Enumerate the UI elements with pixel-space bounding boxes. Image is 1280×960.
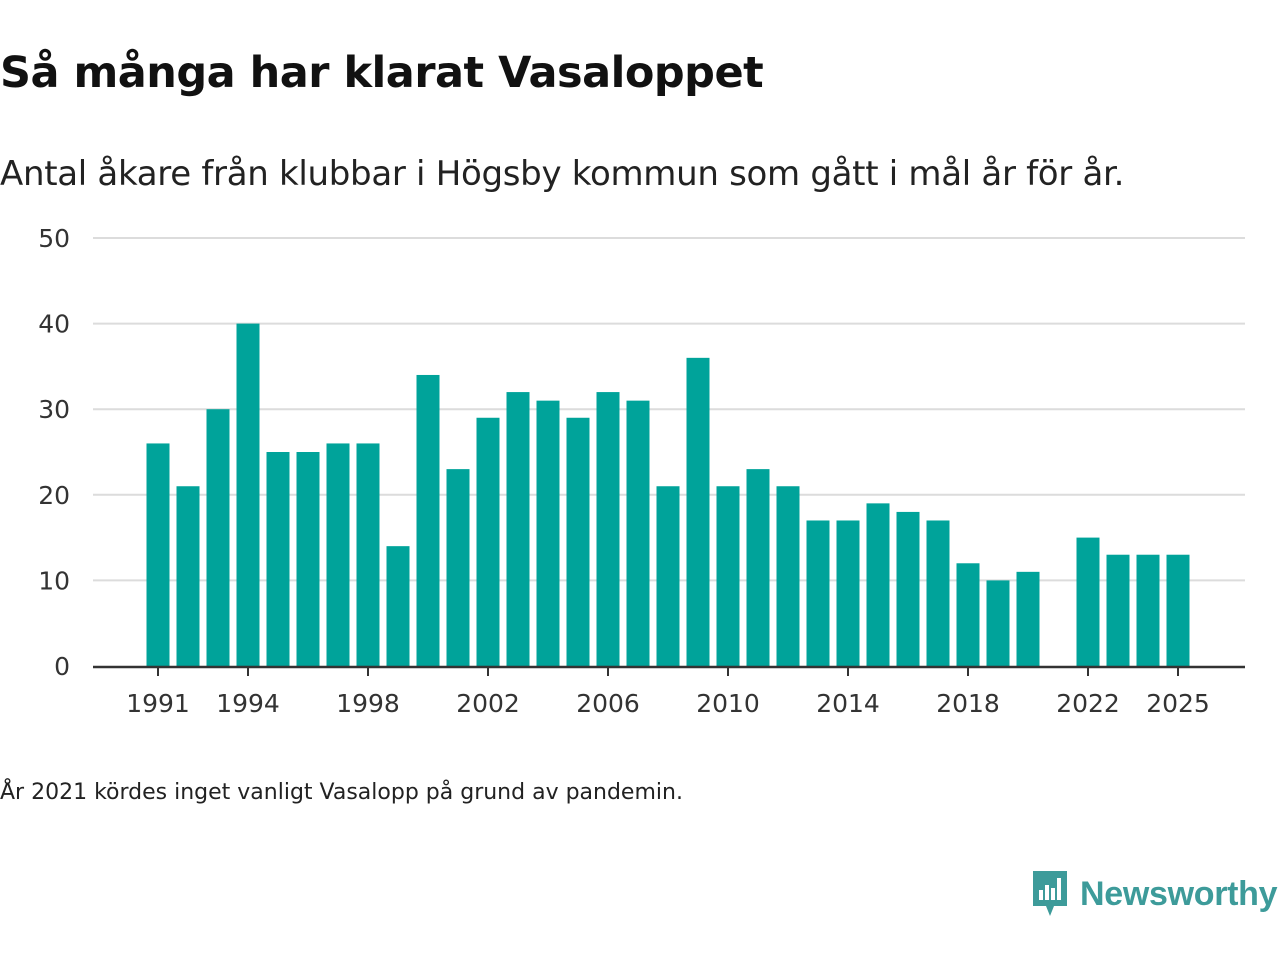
bar-2002 (476, 417, 500, 666)
bar-2009 (686, 357, 710, 666)
chart-subtitle: Antal åkare från klubbar i Högsby kommun… (0, 154, 1125, 194)
bar-2025 (1166, 554, 1190, 666)
bar-1996 (296, 452, 320, 666)
bar-2003 (506, 392, 530, 666)
bar-2013 (806, 520, 830, 666)
y-tick-label: 10 (38, 566, 70, 595)
x-tick-label: 1991 (126, 689, 190, 718)
x-tick-label: 2014 (816, 689, 880, 718)
x-tick-label: 2002 (456, 689, 520, 718)
brand-name: Newsworthy (1080, 874, 1278, 913)
bar-2007 (626, 400, 650, 666)
bar-2006 (596, 392, 620, 666)
y-tick-label: 40 (38, 310, 70, 339)
x-tick-label: 1994 (216, 689, 280, 718)
bar-2010 (716, 486, 740, 666)
bar-2008 (656, 486, 680, 666)
bars (146, 323, 1190, 666)
bar-1998 (356, 443, 380, 666)
bar-2011 (746, 469, 770, 666)
bar-2001 (446, 469, 470, 666)
y-tick-label: 50 (38, 224, 70, 253)
bar-2020 (1016, 571, 1040, 666)
bar-2000 (416, 374, 440, 666)
bar-2004 (536, 400, 560, 666)
bar-1992 (176, 486, 200, 666)
bar-1997 (326, 443, 350, 666)
brand-logo[interactable]: Newsworthy (1030, 868, 1278, 920)
x-tick-label: 1998 (336, 689, 400, 718)
x-tick-label: 2006 (576, 689, 640, 718)
x-axis-ticks: 1991 1994 1998 2002 2006 2010 2014 2018 2022 2025 (126, 667, 1210, 718)
bar-2016 (896, 511, 920, 666)
bar-2012 (776, 486, 800, 666)
bar-1995 (266, 452, 290, 666)
bar-1991 (146, 443, 170, 666)
footnote: År 2021 kördes inget vanligt Vasalopp på… (0, 780, 683, 805)
x-tick-label: 2010 (696, 689, 760, 718)
chart-title: Så många har klarat Vasaloppet (0, 48, 764, 98)
y-tick-label: 0 (54, 652, 70, 681)
y-tick-label: 30 (38, 395, 70, 424)
bar-2019 (986, 580, 1010, 666)
bar-2018 (956, 563, 980, 666)
x-tick-label: 2025 (1146, 689, 1210, 718)
x-tick-label: 2022 (1056, 689, 1120, 718)
y-tick-label: 20 (38, 481, 70, 510)
bar-2005 (566, 417, 590, 666)
bar-1999 (386, 546, 410, 666)
bar-2023 (1106, 554, 1130, 666)
bar-2022 (1076, 537, 1100, 666)
y-axis-ticks: 0 10 20 30 40 50 (38, 224, 70, 681)
bar-1994 (236, 323, 260, 666)
bar-2015 (866, 503, 890, 666)
bar-2017 (926, 520, 950, 666)
bar-2024 (1136, 554, 1160, 666)
bar-2014 (836, 520, 860, 666)
bar-1993 (206, 409, 230, 666)
newsworthy-logo-icon (1033, 871, 1067, 916)
x-tick-label: 2018 (936, 689, 1000, 718)
